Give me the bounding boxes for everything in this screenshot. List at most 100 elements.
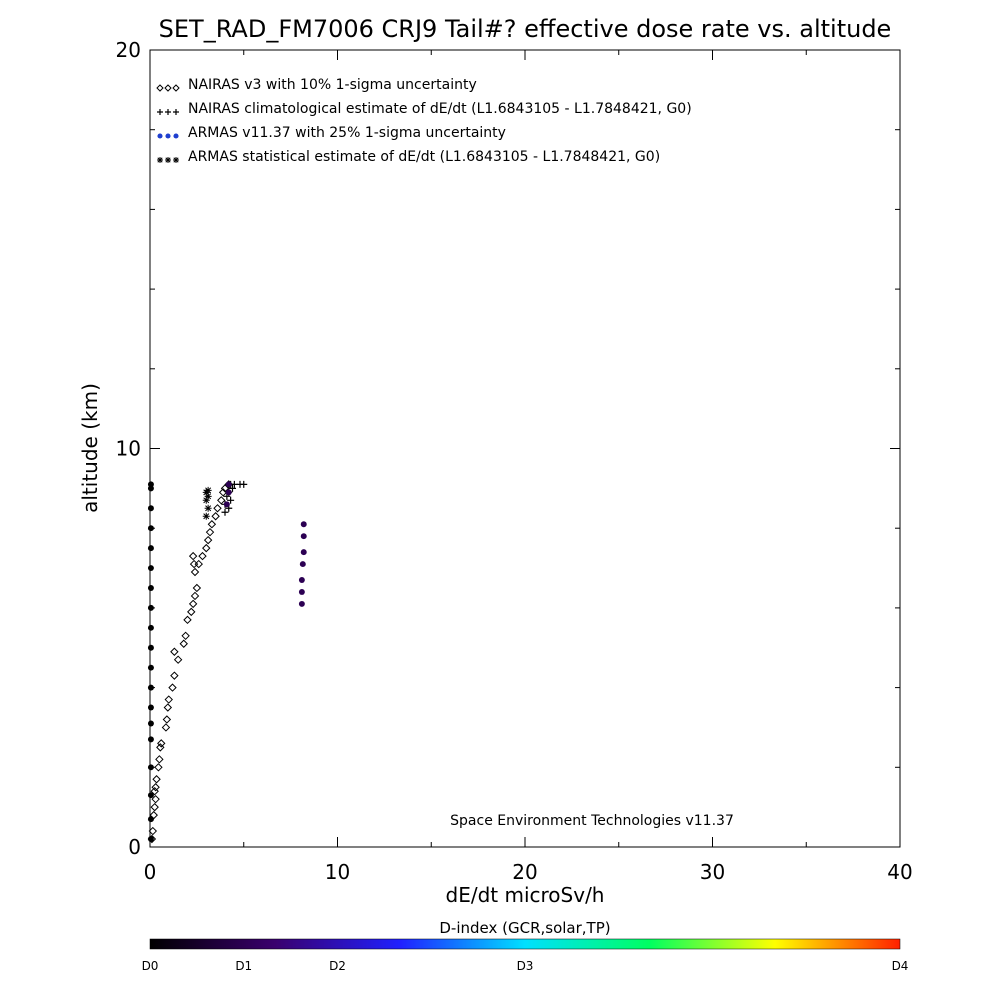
data-point [225,489,232,496]
data-point [152,775,161,784]
data-point [202,512,210,520]
data-point [163,703,173,712]
data-point [147,585,154,591]
data-point [194,559,203,569]
data-point [170,647,179,656]
legend-symbol [164,84,172,92]
data-point [204,504,212,512]
data-point [217,496,226,505]
data-point [190,591,200,601]
data-point [147,545,154,552]
data-point [205,527,215,537]
data-point [147,792,154,799]
data-point [298,577,305,583]
data-point [229,484,236,492]
data-point [204,492,212,500]
data-point [173,655,183,664]
data-point [150,787,159,796]
data-point [227,496,235,504]
colorbar-label: D0 [142,959,159,973]
chart-title: SET_RAD_FM7006 CRJ9 Tail#? effective dos… [159,15,892,43]
legend-label: ARMAS statistical estimate of dE/dt (L1.… [188,149,660,165]
legend-symbol [156,84,164,92]
colorbar-label: D1 [235,959,252,973]
plot-frame [149,49,901,848]
legend-symbol [165,109,171,115]
data-point [220,484,230,493]
ticks-layer: 0 10 20 30 40 0 10 20 [116,38,913,884]
data-point [189,559,199,569]
data-point [170,671,179,680]
data-point [147,565,154,572]
data-point [298,588,305,595]
data-point [240,480,248,488]
data-point [183,615,192,625]
colorbar-title: D-index (GCR,solar,TP) [439,919,610,937]
data-point [300,533,307,540]
x-tick-label: 0 [144,860,157,884]
data-point [188,551,198,561]
data-point [203,535,213,545]
legend-symbol [157,157,163,163]
data-point [147,624,154,631]
data-point [188,599,198,609]
data-point [147,525,154,532]
data-point [147,664,154,671]
data-point [151,783,160,792]
legend-symbol [157,109,163,115]
colorbar-labels: D0 D1 D2 D3 D4 [142,959,909,973]
legend-symbol [165,157,171,163]
data-point [148,826,158,836]
colorbar-label: D2 [329,959,346,973]
data-point [151,794,160,804]
data-point [221,508,229,516]
x-tick-label: 10 [325,860,350,884]
legend-symbol [173,157,179,163]
data-point [147,481,154,488]
colorbar-label: D3 [517,959,534,973]
data-point [211,512,220,521]
data-point [147,720,154,727]
legend-label: ARMAS v11.37 with 25% 1-sigma uncertaint… [188,125,506,141]
x-tick-label: 40 [887,860,912,884]
data-point [155,755,164,764]
data-point [299,561,306,568]
y-tick-label: 20 [116,38,141,62]
data-point [147,644,154,651]
y-axis-title: altitude (km) [78,383,102,513]
credit-label: Space Environment Technologies v11.37 [450,813,734,829]
x-tick-label: 30 [700,860,725,884]
data-point [202,543,211,553]
legend-label: NAIRAS climatological estimate of dE/dt … [188,101,692,117]
data-point [147,604,154,611]
data-point [187,607,196,617]
points-layer [147,480,307,844]
data-point [202,496,210,504]
data-point [223,501,230,508]
colorbar-label: D4 [892,959,909,973]
data-point [156,743,165,752]
data-point [207,520,217,529]
legend-symbol [173,109,179,115]
data-point [225,481,232,488]
data-point [161,723,171,732]
data-point [300,521,307,528]
legend-symbol [173,133,179,139]
data-point [168,683,177,692]
x-tick-label: 20 [512,860,537,884]
data-point [150,802,159,812]
data-point [164,695,173,704]
data-point [147,505,154,512]
data-point [204,486,212,494]
legend: NAIRAS v3 with 10% 1-sigma uncertainty NA… [156,77,692,165]
data-point [192,583,202,593]
legend-symbol [165,133,171,139]
data-point [147,736,154,743]
data-point [154,763,163,772]
data-point [179,639,188,648]
legend-symbol [157,133,163,139]
data-point [147,704,154,711]
data-point [181,631,190,641]
